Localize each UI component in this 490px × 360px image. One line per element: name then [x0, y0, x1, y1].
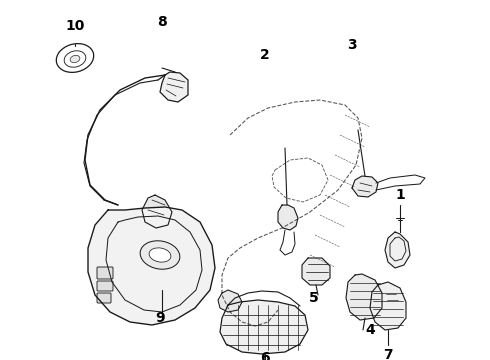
- Ellipse shape: [56, 44, 94, 72]
- FancyBboxPatch shape: [97, 267, 113, 279]
- Text: 4: 4: [365, 323, 375, 337]
- Polygon shape: [370, 282, 406, 330]
- Polygon shape: [385, 232, 410, 268]
- Polygon shape: [160, 72, 188, 102]
- Ellipse shape: [70, 55, 80, 63]
- Text: 1: 1: [395, 188, 405, 202]
- Text: 9: 9: [155, 311, 165, 325]
- Text: 3: 3: [347, 38, 357, 52]
- Text: 5: 5: [309, 291, 319, 305]
- Polygon shape: [346, 274, 382, 320]
- Ellipse shape: [64, 51, 86, 67]
- Text: 10: 10: [65, 19, 85, 33]
- Polygon shape: [88, 207, 215, 325]
- Ellipse shape: [149, 248, 171, 262]
- Polygon shape: [278, 205, 298, 230]
- Polygon shape: [352, 176, 378, 197]
- Polygon shape: [302, 258, 330, 285]
- FancyBboxPatch shape: [97, 281, 113, 291]
- Polygon shape: [218, 290, 242, 312]
- Polygon shape: [142, 195, 172, 228]
- FancyBboxPatch shape: [97, 293, 111, 303]
- Text: 2: 2: [260, 48, 270, 62]
- Text: 8: 8: [157, 15, 167, 29]
- Text: 6: 6: [260, 351, 270, 360]
- Polygon shape: [220, 300, 308, 354]
- Ellipse shape: [140, 241, 180, 269]
- Text: 7: 7: [383, 348, 393, 360]
